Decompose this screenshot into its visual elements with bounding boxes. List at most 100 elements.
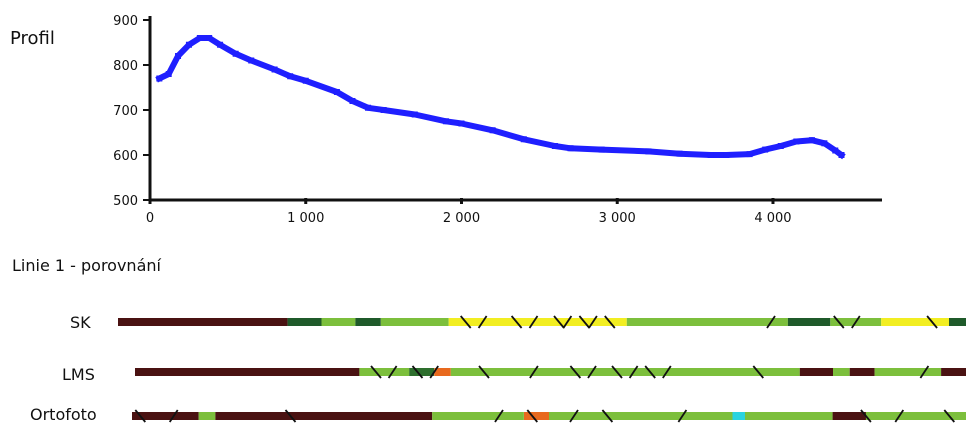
strip-tick — [370, 365, 382, 379]
strip-tick — [429, 365, 439, 379]
profile-point — [217, 41, 224, 48]
profile-point — [808, 137, 815, 144]
strip-segment — [355, 318, 381, 326]
strip-tick — [569, 409, 579, 423]
strip-segment — [215, 412, 433, 420]
strip-tick — [601, 409, 614, 423]
strip-tick — [926, 315, 938, 329]
strip-segment — [865, 412, 966, 420]
strip-tick — [460, 315, 472, 329]
strip-segment — [287, 318, 322, 326]
profile-point — [598, 146, 605, 153]
row-label-lms: LMS — [62, 365, 95, 384]
strip-segment — [118, 318, 288, 326]
strip-tick — [766, 315, 776, 329]
profile-point — [723, 152, 730, 158]
strip-segment — [359, 368, 410, 376]
profile-point — [645, 148, 652, 155]
profile-point — [567, 145, 574, 152]
strip-tick — [919, 365, 930, 379]
strip-segment — [949, 318, 966, 326]
strip-tick — [677, 409, 688, 423]
row-label-sk: SK — [70, 313, 91, 332]
strip-segment — [849, 368, 875, 376]
profile-point — [165, 71, 172, 77]
strip-segment — [380, 318, 449, 326]
strip-tick — [526, 409, 538, 423]
strip-tick — [644, 365, 656, 379]
profile-point — [175, 53, 182, 59]
strip-tick — [833, 315, 845, 329]
profile-point — [248, 57, 255, 64]
strip-segment — [135, 368, 360, 376]
strip-tick — [578, 315, 591, 329]
profile-point — [777, 143, 784, 149]
profile-point — [832, 147, 839, 154]
strip-segment — [450, 368, 800, 376]
profile-point — [185, 41, 192, 48]
strip-tick — [477, 315, 488, 329]
profile-point — [458, 120, 465, 127]
strip-tick — [752, 365, 764, 379]
profile-point — [196, 35, 203, 41]
strip-segment — [432, 412, 524, 420]
x-tick-label: 4 000 — [754, 211, 791, 226]
strip-segment — [434, 368, 451, 376]
strip-segment — [626, 318, 788, 326]
strip-tick — [562, 315, 573, 329]
strip-tick — [411, 365, 424, 379]
axes: 500 600 700 800 900 0 1 000 2 000 3 000 4 000 — [113, 14, 882, 226]
strip-segment — [549, 412, 733, 420]
strip-tick — [588, 315, 598, 329]
strip-segment — [321, 318, 356, 326]
strip-segment — [524, 412, 549, 420]
y-tick-label: 500 — [113, 194, 138, 209]
profile-point — [520, 136, 527, 143]
strip-tick — [168, 409, 179, 423]
strip-tick — [569, 365, 582, 379]
strip-segment — [448, 318, 627, 326]
profile-point — [232, 50, 239, 57]
strip-tick — [387, 365, 398, 379]
strip-segment — [941, 368, 966, 376]
strip-tick — [478, 365, 490, 379]
strip-segment — [833, 368, 850, 376]
profile-point — [380, 107, 387, 113]
strip-tick — [943, 409, 955, 423]
profile-point — [271, 66, 278, 73]
x-tick-label: 0 — [146, 211, 154, 226]
profile-point — [762, 146, 769, 153]
strip-tick — [528, 315, 539, 329]
profile-point — [489, 127, 496, 134]
strip-tick — [611, 365, 623, 379]
y-tick-label: 700 — [113, 104, 138, 119]
profile-title: Profil — [10, 28, 55, 49]
strip-segment — [745, 412, 833, 420]
strip-segment — [881, 318, 949, 326]
strip-tick — [587, 365, 597, 379]
x-tick-label: 3 000 — [599, 211, 636, 226]
profile-point — [302, 77, 309, 84]
strip-tick — [553, 315, 565, 329]
strip-segment — [732, 412, 745, 420]
comparison-title: Linie 1 - porovnání — [12, 256, 161, 275]
profile-point — [551, 143, 558, 149]
profile-point — [707, 152, 714, 158]
x-tick-label: 1 000 — [287, 211, 324, 226]
profile-point — [333, 89, 340, 95]
profile-point — [156, 75, 163, 82]
profile-point — [365, 104, 372, 111]
row-label-ortofoto: Ortofoto — [30, 405, 97, 424]
strip-segment — [799, 368, 833, 376]
profile-point — [287, 73, 294, 80]
profile-series-line — [155, 35, 846, 160]
profile-point — [838, 152, 845, 158]
profile-point — [349, 98, 356, 104]
strip-tick — [894, 409, 905, 423]
profile-point — [206, 35, 213, 41]
y-tick-label: 900 — [113, 14, 138, 29]
profile-point — [821, 140, 828, 147]
strip-segment — [874, 368, 942, 376]
